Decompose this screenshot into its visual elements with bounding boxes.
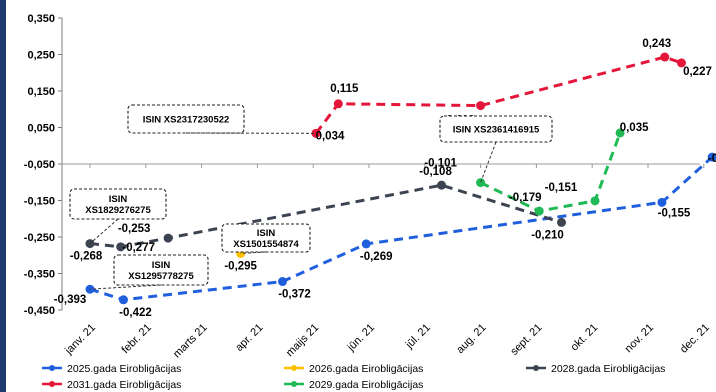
data-point bbox=[116, 242, 126, 252]
data-point bbox=[660, 52, 670, 62]
y-tick-label: -0,450 bbox=[24, 305, 55, 317]
data-point bbox=[557, 217, 567, 227]
series-line bbox=[314, 55, 682, 135]
data-label: 0,243 bbox=[642, 38, 671, 50]
data-point bbox=[615, 128, 625, 138]
series-line bbox=[479, 132, 622, 213]
data-point bbox=[534, 206, 544, 216]
y-tick-label: -0,250 bbox=[24, 232, 55, 244]
legend-swatch-marker bbox=[291, 381, 297, 387]
y-tick-label: 0,050 bbox=[27, 123, 55, 135]
callout-leader bbox=[240, 251, 267, 254]
data-point bbox=[657, 197, 667, 207]
x-tick-label: dec. 21 bbox=[678, 322, 712, 356]
data-label: -0,101 bbox=[424, 158, 457, 170]
legend-label: 2025.gada Eirobligācijas bbox=[67, 363, 181, 375]
x-tick-label: jūl. 21 bbox=[403, 322, 433, 352]
x-tick-label: okt. 21 bbox=[568, 322, 600, 354]
isin-callout-box bbox=[113, 254, 209, 286]
data-point bbox=[707, 152, 716, 162]
isin-callout-text: XS1501554874 bbox=[233, 239, 299, 250]
data-label: -0,151 bbox=[545, 182, 578, 194]
isin-callout-text: ISIN bbox=[109, 194, 128, 205]
y-tick-label: -0,350 bbox=[24, 269, 55, 281]
left-accent-bar bbox=[0, 0, 6, 392]
isin-callout-text: XS1295778275 bbox=[128, 271, 194, 282]
isin-callout-box bbox=[127, 104, 245, 134]
data-point bbox=[311, 128, 321, 138]
data-label: -0,277 bbox=[122, 242, 155, 254]
data-label: -0,253 bbox=[118, 223, 151, 235]
data-point bbox=[476, 178, 486, 188]
data-point bbox=[476, 101, 486, 111]
isin-callout-text: ISIN bbox=[152, 260, 171, 271]
data-label: 0,035 bbox=[620, 122, 649, 134]
data-point bbox=[118, 295, 128, 305]
legend-swatch-marker bbox=[49, 381, 55, 387]
data-label: -0,210 bbox=[531, 229, 564, 241]
x-tick-label: maijs 21 bbox=[284, 322, 321, 359]
legend-label: 2029.gada Eirobligācijas bbox=[309, 379, 423, 391]
legend-swatch-marker bbox=[291, 365, 297, 371]
isin-callout-text: ISIN XS2361416915 bbox=[453, 125, 540, 136]
y-tick-label: 0,350 bbox=[27, 13, 55, 25]
x-tick-label: jūn. 21 bbox=[345, 322, 378, 355]
x-tick-label: marts 21 bbox=[171, 322, 210, 361]
x-tick-label: janv. 21 bbox=[62, 322, 98, 358]
callout-leader bbox=[89, 218, 119, 244]
series-line bbox=[89, 155, 714, 302]
data-label: 0,034 bbox=[316, 130, 345, 142]
x-tick-label: apr. 21 bbox=[233, 322, 265, 354]
legend-label: 2031.gada Eirobligācijas bbox=[67, 379, 181, 391]
data-point bbox=[361, 239, 371, 249]
data-label: -0,269 bbox=[360, 251, 393, 263]
data-point bbox=[676, 58, 686, 68]
callout-leader bbox=[89, 284, 162, 290]
data-label: -0,179 bbox=[509, 192, 542, 204]
data-label: -0,372 bbox=[278, 289, 311, 301]
legend-label: 2028.gada Eirobligācijas bbox=[551, 363, 665, 375]
x-tick-label: aug. 21 bbox=[454, 322, 488, 356]
data-point bbox=[333, 99, 343, 109]
data-label: -0,031 bbox=[708, 153, 716, 165]
y-tick-label: 0,250 bbox=[27, 50, 55, 62]
legend-swatch-marker bbox=[533, 365, 539, 371]
isin-callout-text: ISIN XS2317230522 bbox=[143, 115, 230, 126]
data-label: -0,108 bbox=[419, 166, 452, 178]
legend-label: 2026.gada Eirobligācijas bbox=[309, 363, 423, 375]
isin-callout-text: XS1829276275 bbox=[85, 205, 151, 216]
x-tick-label: nov. 21 bbox=[623, 322, 656, 355]
x-tick-label: febr. 21 bbox=[119, 322, 153, 356]
data-label: 0,115 bbox=[330, 83, 359, 95]
legend-swatch-marker bbox=[49, 365, 55, 371]
data-point bbox=[437, 180, 447, 190]
isin-callout-text: ISIN bbox=[257, 228, 276, 239]
data-point bbox=[278, 277, 288, 287]
y-tick-label: -0,050 bbox=[24, 159, 55, 171]
data-label: -0,155 bbox=[658, 207, 691, 219]
data-label: -0,295 bbox=[224, 260, 257, 272]
data-label: -0,393 bbox=[54, 294, 87, 306]
data-point bbox=[163, 233, 173, 243]
data-point bbox=[590, 196, 600, 206]
data-label: -0,422 bbox=[119, 307, 152, 319]
data-label: 0,227 bbox=[683, 66, 712, 78]
y-tick-label: 0,150 bbox=[27, 86, 55, 98]
data-label: -0,268 bbox=[70, 251, 103, 263]
x-tick-label: sept. 21 bbox=[508, 322, 544, 358]
y-tick-label: -0,150 bbox=[24, 196, 55, 208]
callout-leader bbox=[480, 141, 497, 183]
